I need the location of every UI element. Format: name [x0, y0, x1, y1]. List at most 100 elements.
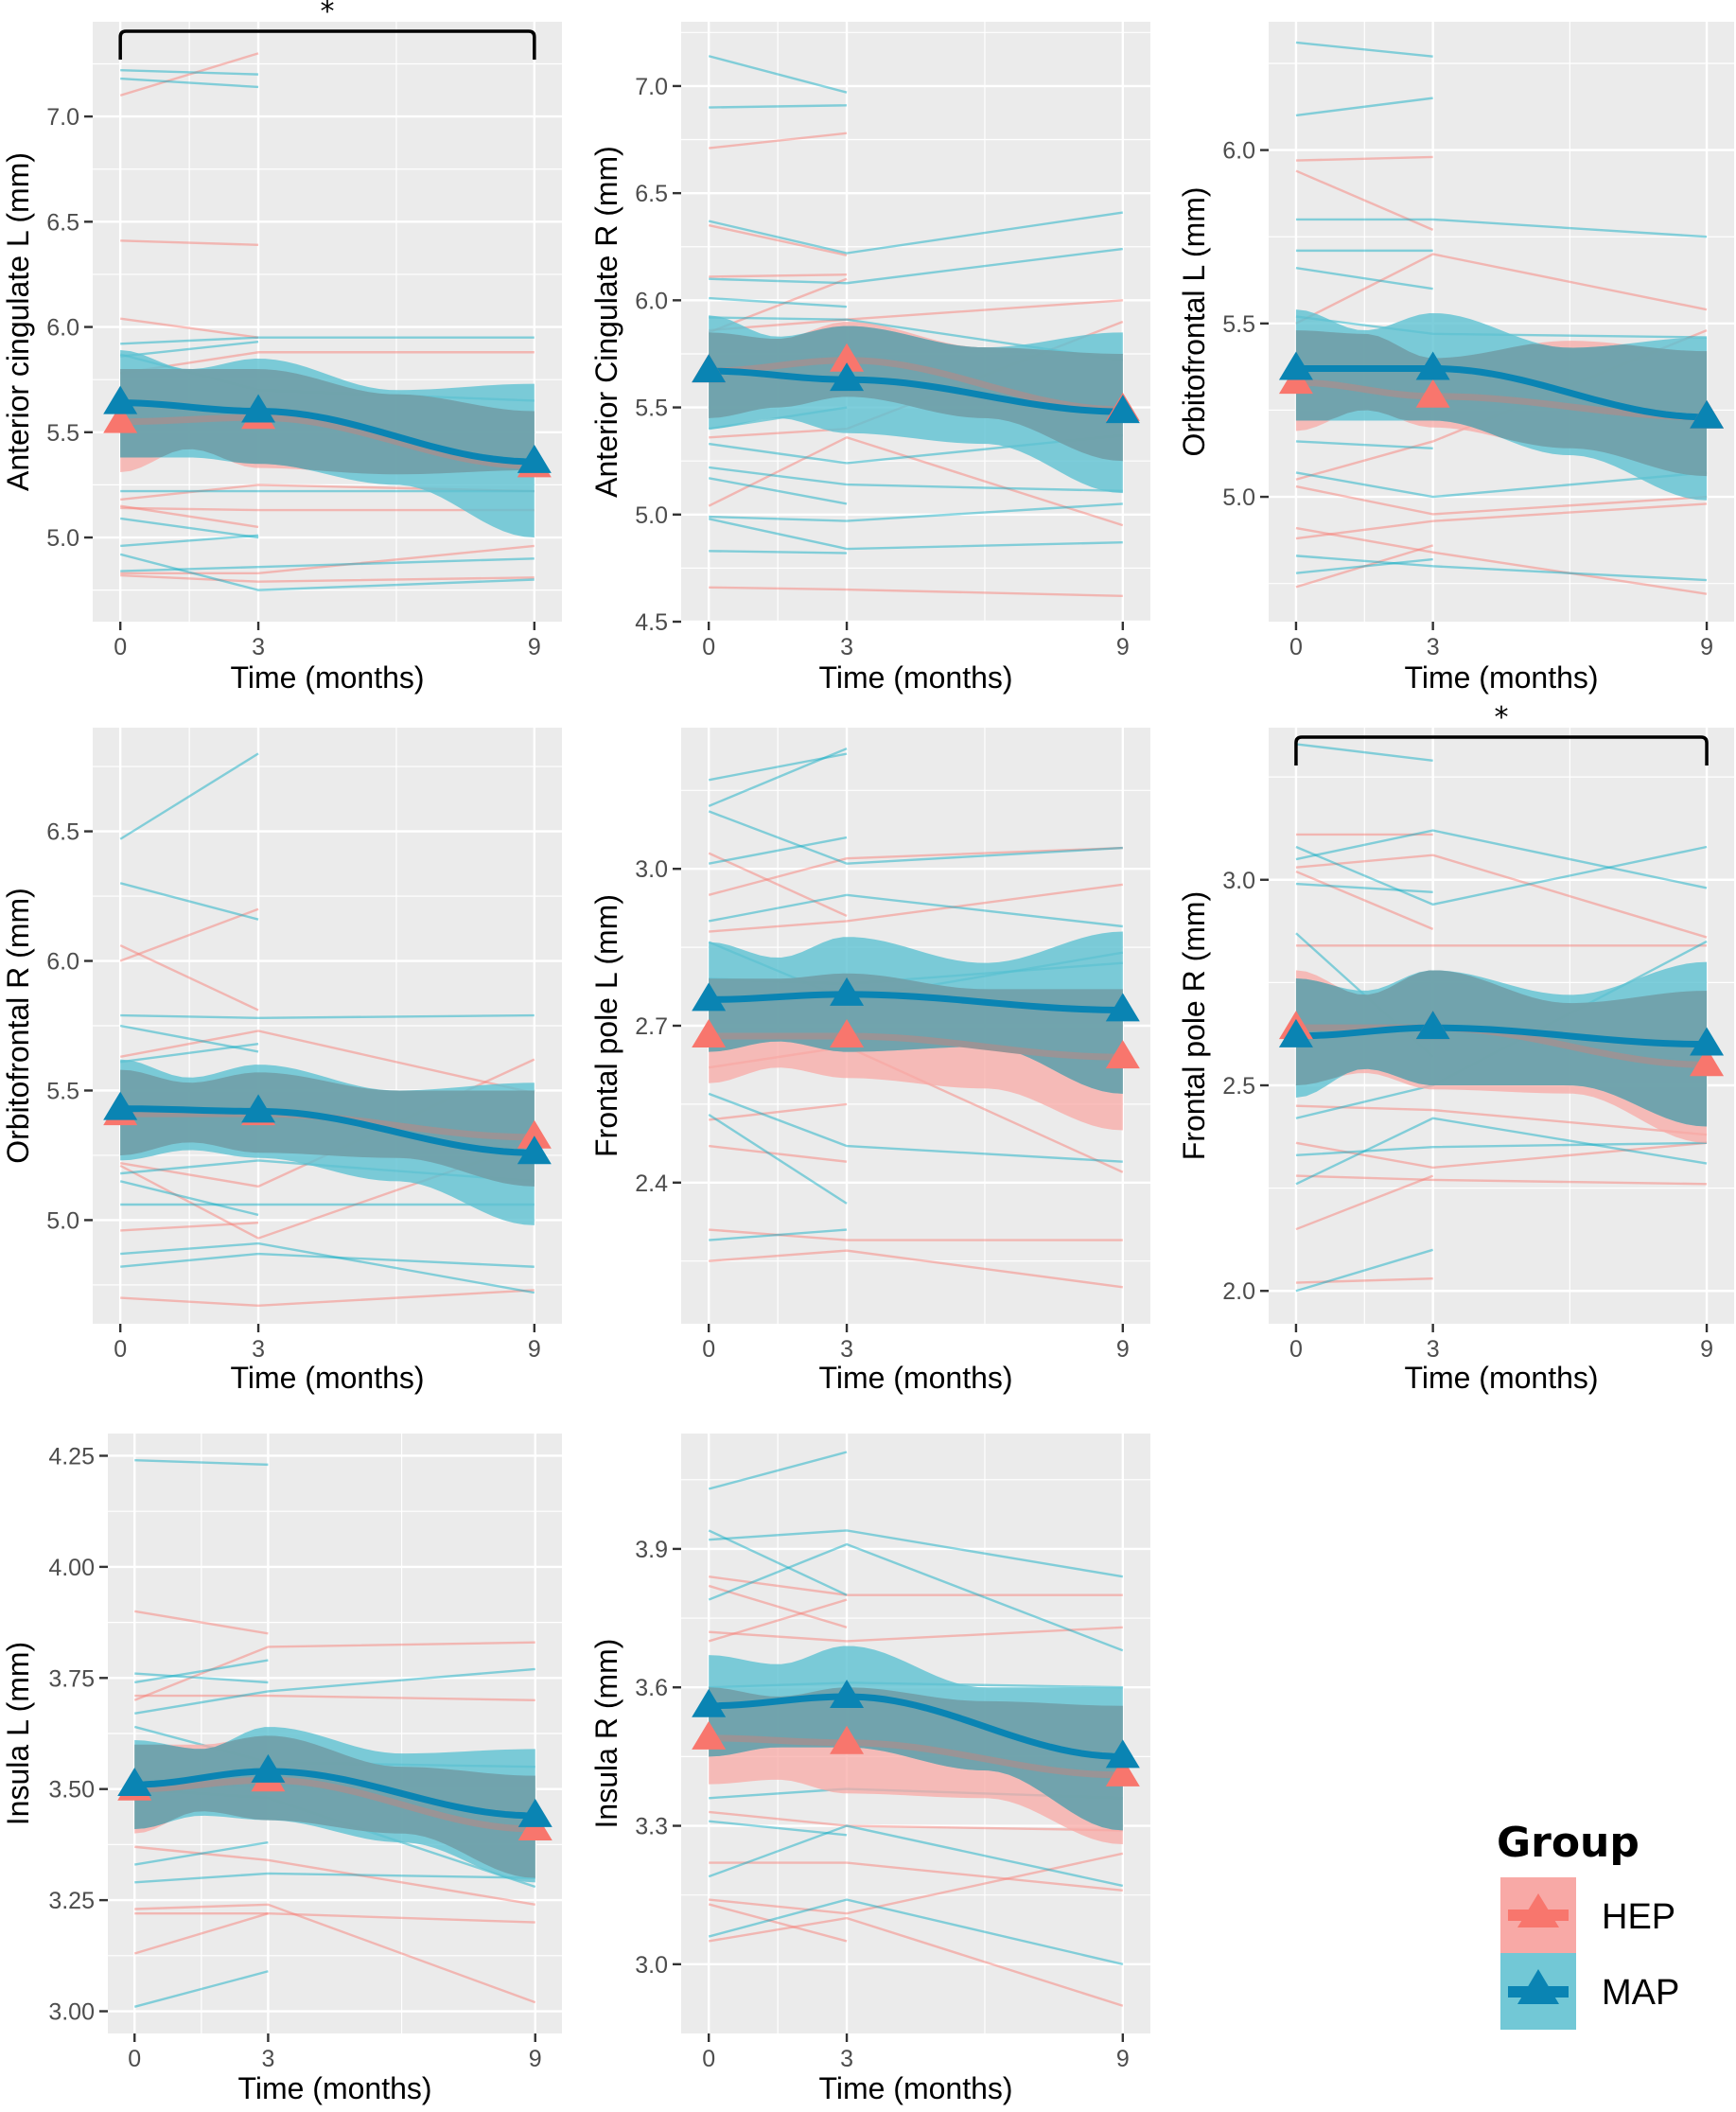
mean-point-map-triangle-icon [1690, 1027, 1725, 1056]
y-tick-label: 4.5 [635, 609, 668, 636]
subject-line-hep [709, 273, 848, 278]
x-axis-title: Time (months) [237, 2071, 431, 2105]
subject-line-map [134, 1667, 535, 1716]
subject-line-map [708, 1451, 848, 1490]
subject-line-hep [134, 1911, 535, 1924]
legend-item-hep: HEP [1500, 1877, 1675, 1953]
y-tick-label: 5.0 [46, 525, 79, 552]
subject-line-hep [708, 1903, 848, 1943]
subject-line-map [708, 747, 848, 808]
subject-line-hep [1295, 526, 1708, 595]
y-tick-label: 3.3 [635, 1814, 668, 1840]
legend-label-hep: HEP [1602, 1897, 1675, 1937]
subject-line-hep [1295, 1141, 1708, 1170]
mean-point-map-triangle-icon [241, 394, 276, 423]
subject-line-hep [708, 1916, 1124, 2007]
mean-line-hep [120, 414, 535, 469]
subject-line-hep [709, 1810, 1123, 1832]
mean-point-map-triangle-icon [517, 444, 552, 473]
x-tick-label: 9 [1116, 1336, 1130, 1363]
x-tick-label: 0 [114, 634, 127, 660]
mean-point-map-triangle-icon [1105, 395, 1140, 424]
mean-line-map [709, 991, 1123, 1013]
y-tick-label: 6.5 [46, 819, 79, 846]
mean-point-map-triangle-icon [1415, 351, 1450, 380]
subject-line-hep [1295, 544, 1433, 589]
y-tick-label: 6.0 [635, 288, 668, 314]
subject-line-hep [708, 852, 848, 918]
y-tick-label: 2.7 [635, 1013, 668, 1040]
mean-point-map-triangle-icon [1105, 1739, 1140, 1769]
ribbon-overlap [120, 1069, 535, 1187]
x-axis-title: Time (months) [1404, 1361, 1598, 1395]
subject-line-hep [709, 132, 848, 150]
subject-line-hep [708, 1598, 848, 1643]
subject-line-map [1295, 882, 1433, 893]
subject-line-map [708, 810, 1123, 865]
subject-lines [119, 52, 535, 591]
y-tick-label: 6.0 [46, 315, 79, 342]
subject-line-map [709, 1228, 848, 1241]
subject-line-hep [120, 573, 535, 583]
subject-line-map [709, 1529, 1124, 1578]
mean-line-hep [709, 1032, 1123, 1061]
subject-line-map [1295, 41, 1433, 58]
subject-line-hep [708, 435, 1124, 527]
panel-3: 5.0 5.5 6.0 0 3 9 Time (months) Orbitofrontal L… [1177, 22, 1734, 695]
subject-line-map [708, 211, 1123, 255]
legend-key-hep-triangle-icon [1517, 1893, 1559, 1927]
x-axis-title: Time (months) [818, 2071, 1012, 2105]
mean-point-map-triangle-icon [830, 977, 865, 1006]
mean-point-hep-triangle-icon [103, 404, 138, 433]
y-tick-label: 3.9 [635, 1537, 668, 1563]
subject-line-hep [134, 1694, 535, 1701]
mean-point-map-triangle-icon [1415, 1011, 1450, 1040]
subject-line-map [1295, 1248, 1433, 1293]
y-tick-label: 2.0 [1222, 1278, 1255, 1305]
subject-line-hep [119, 1030, 535, 1095]
legend-title: Group [1497, 1819, 1640, 1867]
mean-point-map-triangle-icon [117, 1768, 152, 1797]
x-tick-label: 3 [261, 2046, 274, 2072]
mean-point-map-triangle-icon [1690, 399, 1725, 429]
plot-background [681, 22, 1150, 622]
subject-line-map [134, 1458, 269, 1467]
subject-line-map [708, 518, 1123, 551]
y-axis-title: Anterior Cingulate R (mm) [589, 146, 623, 498]
subject-line-map [120, 534, 259, 548]
y-tick-label: 7.0 [635, 74, 668, 100]
subject-line-hep [708, 846, 1123, 897]
subject-line-map [120, 1241, 535, 1294]
subject-line-hep [134, 1845, 535, 1906]
mean-point-map-triangle-icon [830, 362, 865, 392]
subject-line-map [120, 557, 535, 572]
subject-line-map [708, 1542, 1124, 1652]
subject-line-map [134, 1672, 269, 1684]
mean-line-map [134, 1768, 535, 1820]
subject-line-map [119, 882, 259, 921]
subject-line-map [120, 340, 259, 358]
subject-line-hep [120, 506, 535, 512]
subject-line-map [1295, 743, 1433, 762]
subject-line-map [134, 1840, 269, 1866]
mean-point-hep-triangle-icon [1105, 1040, 1140, 1069]
mean-point-map-triangle-icon [241, 1094, 276, 1123]
x-axis-title: Time (months) [230, 660, 424, 695]
subject-lines [1295, 41, 1708, 595]
mean-point-hep-triangle-icon [1105, 1757, 1140, 1786]
mean-point-map-triangle-icon [103, 385, 138, 414]
y-axis-title: Insula R (mm) [589, 1639, 623, 1829]
x-axis-title: Time (months) [818, 660, 1012, 695]
subject-line-map [709, 104, 848, 109]
subject-line-map [709, 550, 848, 554]
subject-line-map [120, 1252, 535, 1268]
subject-line-map [708, 836, 848, 865]
panel-5: 2.4 2.7 3.0 0 3 9 Time (months) Frontal pole L … [589, 728, 1150, 1395]
subject-line-map [120, 517, 259, 539]
y-tick-label: 2.4 [635, 1170, 668, 1197]
subject-line-map [1295, 97, 1433, 117]
mean-line-hep [709, 1734, 1123, 1779]
plot-background [1269, 22, 1734, 622]
